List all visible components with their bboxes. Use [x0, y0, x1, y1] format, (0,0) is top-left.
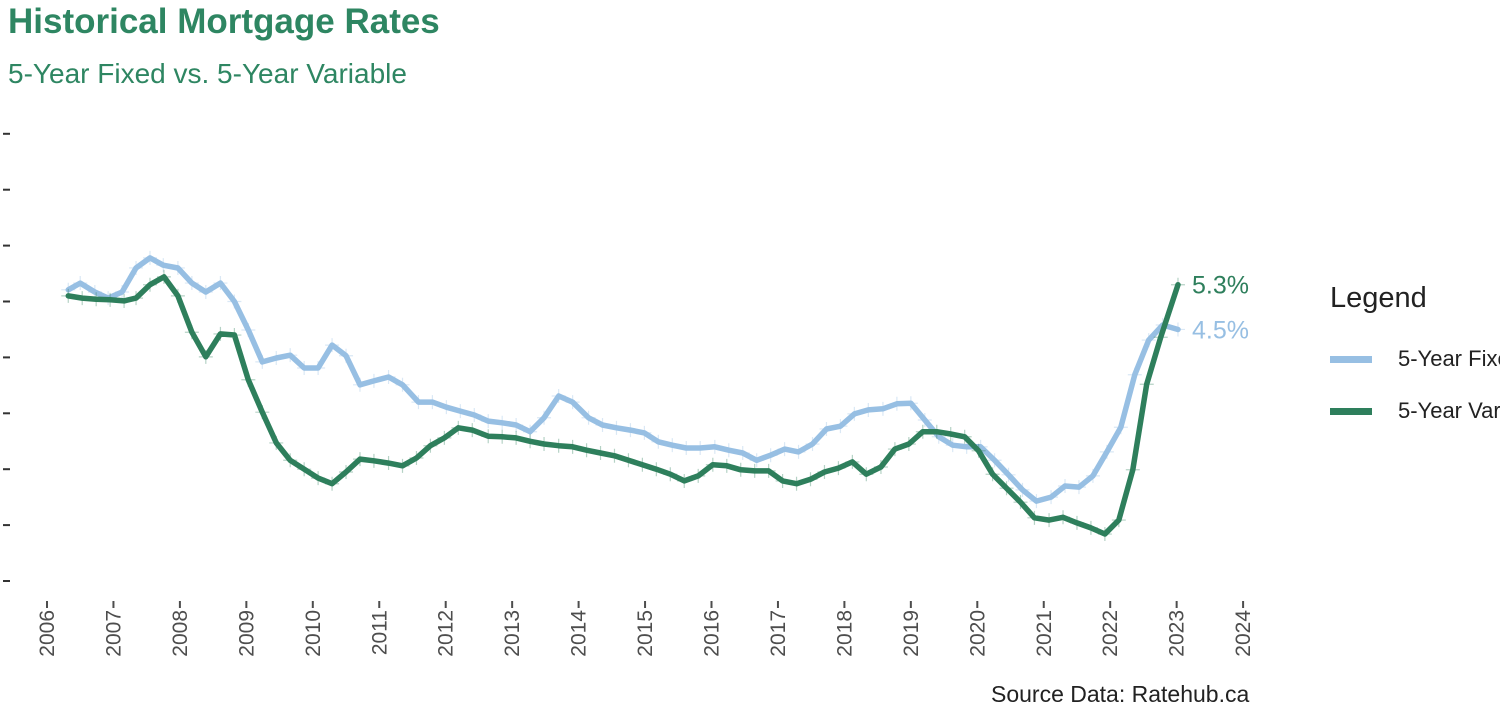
legend-key-fixed	[1330, 355, 1372, 363]
legend-title: Legend	[1330, 282, 1427, 314]
legend: Legend 5-Year Fixed 5-Year Variable	[1330, 282, 1500, 437]
x-tick-label: 2011	[368, 610, 391, 655]
x-tick-label: 2018	[833, 610, 856, 657]
x-tick-label: 2012	[435, 610, 458, 657]
legend-key-variable	[1330, 407, 1372, 415]
x-tick-label: 2021	[1033, 610, 1056, 657]
chart-title: Historical Mortgage Rates	[8, 2, 440, 41]
legend-label-fixed: 5-Year Fixed	[1398, 346, 1500, 371]
x-tick-label: 2010	[302, 610, 325, 657]
end-value-label: 4.5%	[1192, 316, 1249, 344]
x-tick-label: 2016	[701, 610, 724, 657]
legend-item-variable: 5-Year Variable	[1330, 385, 1500, 437]
x-tick-label: 2022	[1099, 610, 1122, 657]
x-tick-label: 2023	[1166, 610, 1189, 657]
legend-label-variable: 5-Year Variable	[1398, 398, 1500, 423]
series-line	[65, 274, 1181, 537]
source-caption: Source Data: Ratehub.ca	[991, 681, 1250, 707]
series-variable: 5.3%	[61, 269, 1249, 542]
x-tick-label: 2006	[36, 610, 59, 657]
x-tick-label: 2019	[900, 610, 923, 657]
x-tick-label: 2015	[634, 610, 657, 657]
x-tick-label: 2020	[966, 610, 989, 657]
x-tick-label: 2009	[235, 610, 258, 657]
chart-subtitle: 5-Year Fixed vs. 5-Year Variable	[8, 58, 407, 89]
x-tick-label: 2017	[767, 610, 790, 657]
legend-item-fixed: 5-Year Fixed	[1330, 333, 1500, 385]
x-tick-label: 2024	[1232, 610, 1255, 657]
series-line	[65, 255, 1181, 504]
series-fixed: 4.5%	[61, 250, 1249, 509]
x-tick-label: 2007	[102, 610, 125, 657]
x-tick-label: 2008	[169, 610, 192, 657]
x-tick-label: 2013	[501, 610, 524, 657]
x-tick-label: 2014	[568, 610, 591, 657]
end-value-label: 5.3%	[1192, 272, 1249, 300]
